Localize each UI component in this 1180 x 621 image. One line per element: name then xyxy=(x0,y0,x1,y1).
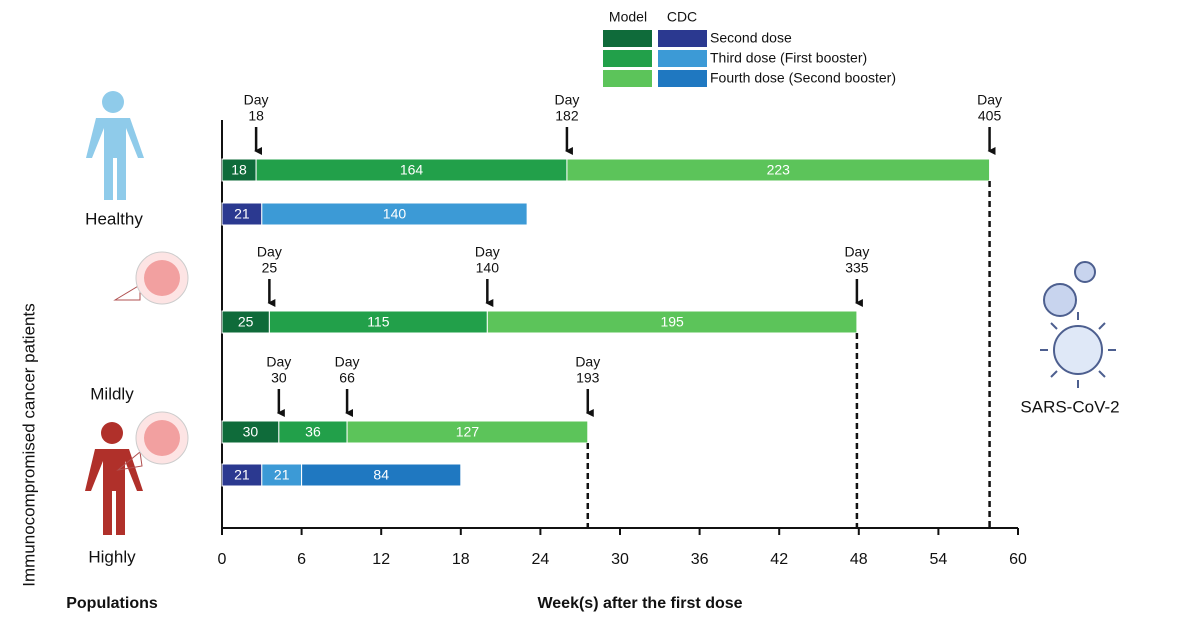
legend-swatch xyxy=(603,70,652,87)
bar-value-label: 21 xyxy=(274,467,290,483)
marker-day: 25 xyxy=(262,260,278,276)
cell-icons xyxy=(113,251,189,471)
x-tick-label: 24 xyxy=(532,551,550,568)
bar-value-label: 115 xyxy=(367,314,390,330)
row-axis-title: Populations xyxy=(66,595,158,612)
x-tick-label: 42 xyxy=(770,551,788,568)
x-tick-label: 60 xyxy=(1009,551,1027,568)
bar-value-label: 127 xyxy=(456,424,480,440)
bar-segment xyxy=(261,202,528,226)
bar-value-label: 18 xyxy=(231,162,247,178)
marker-day: 140 xyxy=(476,260,500,276)
marker-label: Day xyxy=(335,354,360,370)
bar-value-label: 25 xyxy=(238,314,254,330)
bar-value-label: 21 xyxy=(234,206,250,222)
bar-value-label: 223 xyxy=(767,162,791,178)
group-label: Healthy xyxy=(85,209,143,228)
legend-swatch xyxy=(658,70,707,87)
marker-day: 30 xyxy=(271,370,287,386)
marker-day: 193 xyxy=(576,370,600,386)
bar-value-label: 195 xyxy=(660,314,684,330)
marker-label: Day xyxy=(575,354,600,370)
legend-swatch xyxy=(658,30,707,47)
y-axis-title: Immunocompromised cancer patients xyxy=(19,303,38,586)
x-tick-label: 30 xyxy=(611,551,629,568)
legend-header: Model xyxy=(609,9,647,25)
marker-day: 405 xyxy=(978,108,1002,124)
legend-label: Second dose xyxy=(710,30,792,46)
marker-label: Day xyxy=(554,92,579,108)
marker-day: 66 xyxy=(339,370,355,386)
patient-figure xyxy=(85,422,143,535)
legend-label: Fourth dose (Second booster) xyxy=(710,70,896,86)
legend-label: Third dose (First booster) xyxy=(710,50,867,66)
x-tick-label: 48 xyxy=(850,551,868,568)
bar-value-label: 30 xyxy=(243,424,259,440)
marker-day: 182 xyxy=(555,108,579,124)
x-axis-title: Week(s) after the first dose xyxy=(537,595,742,612)
bar-segment xyxy=(346,420,589,444)
x-tick-label: 0 xyxy=(218,551,227,568)
legend-header: CDC xyxy=(667,9,697,25)
x-tick-label: 12 xyxy=(372,551,390,568)
bar-value-label: 21 xyxy=(234,467,250,483)
bar-value-label: 36 xyxy=(305,424,321,440)
virus-icons xyxy=(1040,261,1116,388)
x-tick-label: 36 xyxy=(691,551,709,568)
group-label: Highly xyxy=(88,547,136,566)
bar-value-label: 164 xyxy=(400,162,424,178)
healthy-figure xyxy=(86,91,144,200)
legend-swatch xyxy=(658,50,707,67)
legend-swatch xyxy=(603,30,652,47)
marker-label: Day xyxy=(257,244,282,260)
bar-segment xyxy=(566,158,991,182)
marker-label: Day xyxy=(977,92,1002,108)
bar-value-label: 140 xyxy=(383,206,407,222)
x-tick-label: 6 xyxy=(297,551,306,568)
bar-value-label: 84 xyxy=(373,467,389,483)
marker-label: Day xyxy=(475,244,500,260)
bar-segment xyxy=(301,463,462,487)
bar-segment xyxy=(486,310,858,334)
marker-label: Day xyxy=(844,244,869,260)
marker-day: 335 xyxy=(845,260,869,276)
marker-label: Day xyxy=(266,354,291,370)
side-label: SARS-CoV-2 xyxy=(1020,397,1119,416)
marker-day: 18 xyxy=(248,108,264,124)
marker-label: Day xyxy=(244,92,269,108)
group-label: Mildly xyxy=(90,384,134,403)
legend-swatch xyxy=(603,50,652,67)
x-tick-label: 54 xyxy=(930,551,948,568)
x-tick-label: 18 xyxy=(452,551,470,568)
